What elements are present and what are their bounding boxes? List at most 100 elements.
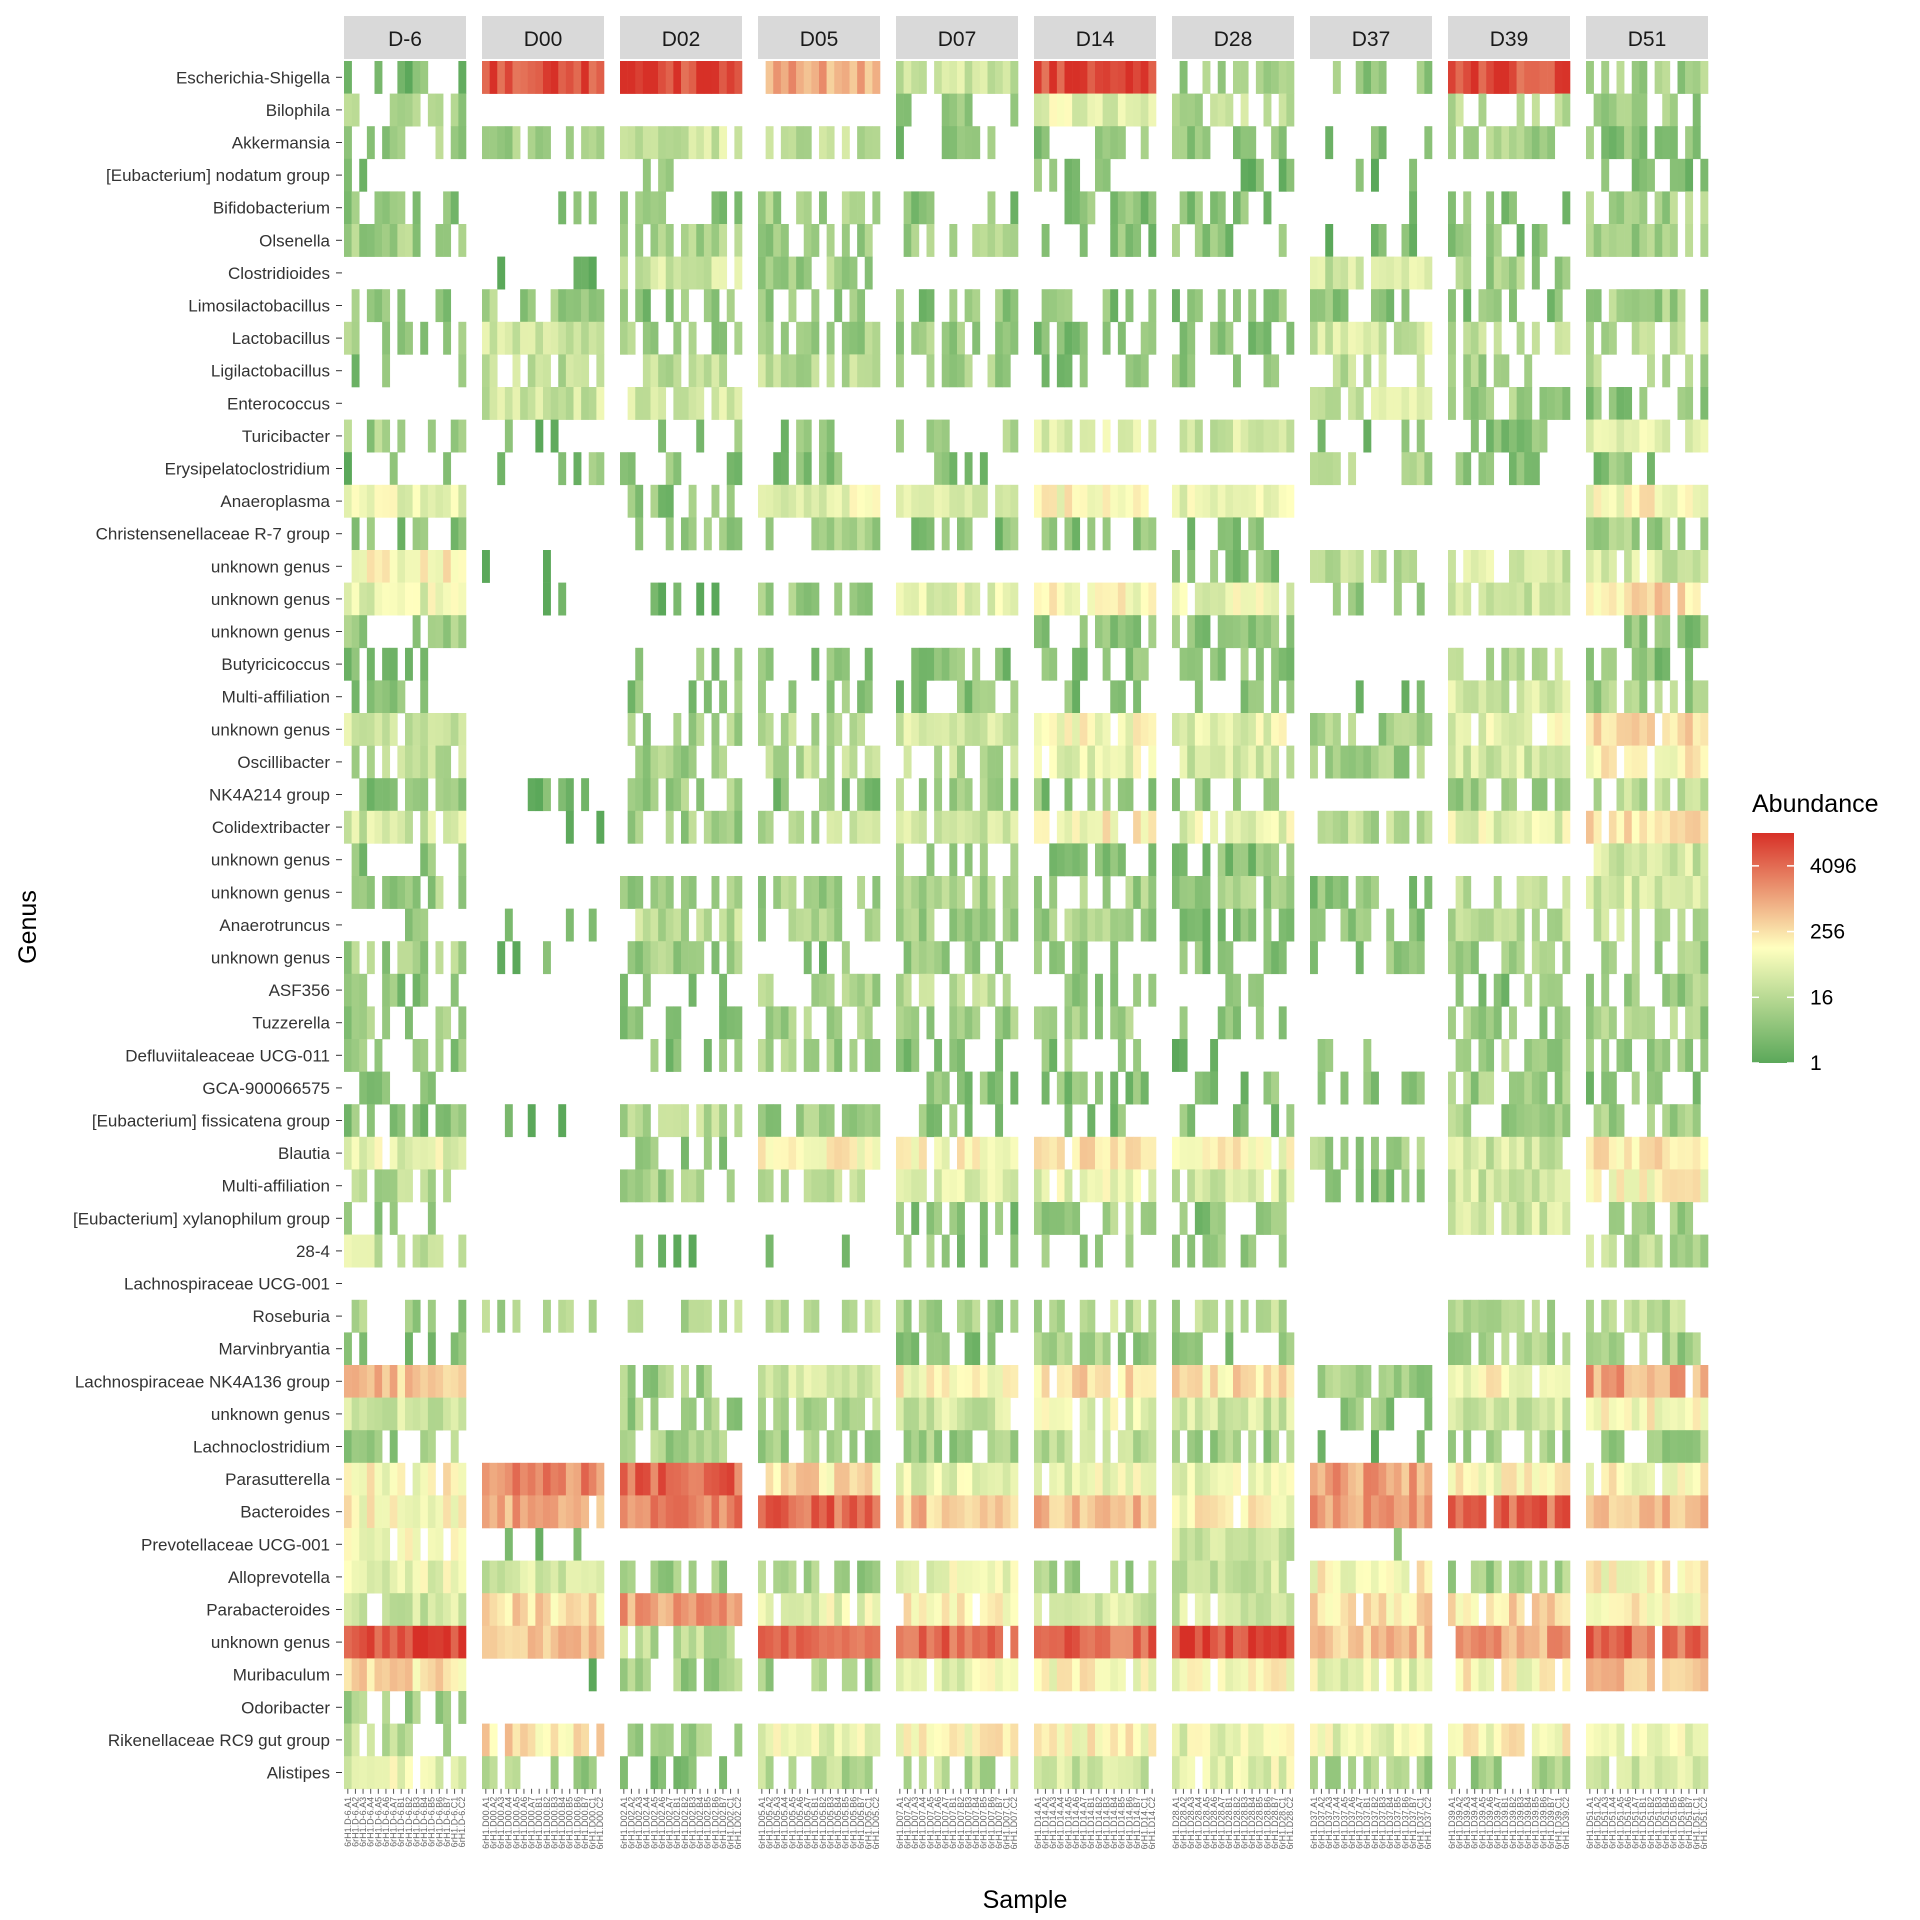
heatmap-cell <box>957 1593 965 1627</box>
heatmap-cell <box>1217 1723 1226 1757</box>
heatmap-cell <box>711 256 720 290</box>
heatmap-cell <box>1608 321 1617 355</box>
sample-label: 6rH1.D37.B1 <box>1362 1797 1372 1849</box>
heatmap-cell <box>520 1593 529 1627</box>
heatmap-cell <box>1393 1528 1402 1561</box>
heatmap-cell <box>627 876 636 909</box>
heatmap-cell <box>382 713 391 746</box>
heatmap-cell <box>719 1593 728 1627</box>
heatmap-cell <box>382 1723 391 1757</box>
heatmap-cell <box>1194 582 1203 616</box>
heatmap-cell <box>1102 1756 1111 1790</box>
heatmap-cell <box>1463 387 1472 420</box>
heatmap-cell <box>1601 647 1610 681</box>
heatmap-cell <box>1286 1365 1295 1398</box>
sample-label: 6rH1.D28.A3 <box>1186 1797 1196 1849</box>
heatmap-cell <box>635 256 644 290</box>
heatmap-cell <box>427 550 436 583</box>
heatmap-cell <box>642 1593 651 1627</box>
heatmap-cell <box>1325 1593 1334 1627</box>
heatmap-cell <box>681 908 689 942</box>
sample-label: 6rH1.D00.B4 <box>557 1797 567 1849</box>
heatmap-cell <box>1448 778 1456 812</box>
heatmap-cell <box>703 517 712 551</box>
heatmap-cell <box>857 582 866 616</box>
heatmap-cell <box>1486 810 1495 844</box>
heatmap-cell <box>1470 1658 1479 1692</box>
heatmap-cell <box>1110 191 1119 225</box>
heatmap-cell <box>382 1397 391 1431</box>
heatmap-cell <box>1072 810 1081 844</box>
heatmap-cell <box>635 484 644 518</box>
heatmap-cell <box>1248 1625 1257 1659</box>
heatmap-cell <box>1148 1397 1157 1431</box>
heatmap-cell <box>1202 224 1211 257</box>
sample-label: 6rH1.D02.B1 <box>672 1797 682 1849</box>
heatmap-cell <box>1593 680 1602 714</box>
heatmap-cell <box>864 1006 873 1040</box>
heatmap-cell <box>1700 1039 1709 1072</box>
heatmap-cell <box>1700 1658 1709 1692</box>
heatmap-cell <box>903 1332 912 1366</box>
heatmap-cell <box>1064 1723 1073 1757</box>
heatmap-cell <box>964 354 973 388</box>
heatmap-cell <box>1079 647 1088 681</box>
heatmap-cell <box>1478 908 1487 942</box>
heatmap-cell <box>773 1136 782 1170</box>
heatmap-cell <box>696 1104 705 1138</box>
heatmap-cell <box>650 941 659 975</box>
heatmap-cell <box>857 680 866 714</box>
heatmap-cell <box>673 778 682 812</box>
heatmap-cell <box>1669 191 1678 225</box>
heatmap-cell <box>1586 419 1594 453</box>
heatmap-cell <box>1049 1756 1058 1790</box>
heatmap-cell <box>1355 876 1364 909</box>
heatmap-cell <box>1194 484 1203 518</box>
sample-label: 6rH1.D37.A2 <box>1316 1797 1326 1849</box>
heatmap-cell <box>1616 484 1625 518</box>
heatmap-cell <box>803 1495 812 1529</box>
heatmap-cell <box>1240 93 1249 127</box>
heatmap-cell <box>1639 1169 1648 1203</box>
heatmap-cell <box>1669 876 1678 909</box>
heatmap-cell <box>1700 158 1709 192</box>
heatmap-cell <box>841 1593 850 1627</box>
heatmap-cell <box>796 191 805 225</box>
heatmap-cell <box>1210 582 1219 616</box>
heatmap-cell <box>412 1397 421 1431</box>
heatmap-cell <box>1049 484 1058 518</box>
heatmap-cell <box>1110 61 1119 94</box>
heatmap-cell <box>650 191 659 225</box>
heatmap-cell <box>1064 778 1073 812</box>
heatmap-cell <box>1271 582 1280 616</box>
heatmap-cell <box>765 1365 774 1398</box>
heatmap-cell <box>359 1397 368 1431</box>
heatmap-cell <box>359 615 368 649</box>
heatmap-cell <box>1639 1202 1648 1235</box>
heatmap-cell <box>987 1495 996 1529</box>
heatmap-cell <box>366 1495 375 1529</box>
heatmap-cell <box>949 452 958 486</box>
heatmap-cell <box>1310 1462 1318 1496</box>
heatmap-cell <box>658 1169 667 1203</box>
heatmap-cell <box>1125 1397 1134 1431</box>
heatmap-cell <box>635 1723 644 1757</box>
heatmap-cell <box>681 941 689 975</box>
sample-label: 6rH1.D05.B2 <box>818 1797 828 1849</box>
heatmap-cell <box>1202 1462 1211 1496</box>
heatmap-cell <box>1194 224 1203 257</box>
heatmap-cell <box>1386 1397 1395 1431</box>
heatmap-cell <box>1463 1071 1472 1105</box>
heatmap-cell <box>819 61 827 94</box>
heatmap-cell <box>987 1071 996 1105</box>
heatmap-cell <box>482 387 490 420</box>
heatmap-cell <box>1608 1430 1617 1464</box>
heatmap-cell <box>1624 1234 1633 1268</box>
heatmap-cell <box>435 1658 444 1692</box>
heatmap-cell <box>964 778 973 812</box>
heatmap-cell <box>972 582 981 616</box>
heatmap-cell <box>1501 1039 1510 1072</box>
heatmap-cell <box>1263 1462 1272 1496</box>
heatmap-cell <box>1187 419 1196 453</box>
heatmap-cell <box>841 256 850 290</box>
